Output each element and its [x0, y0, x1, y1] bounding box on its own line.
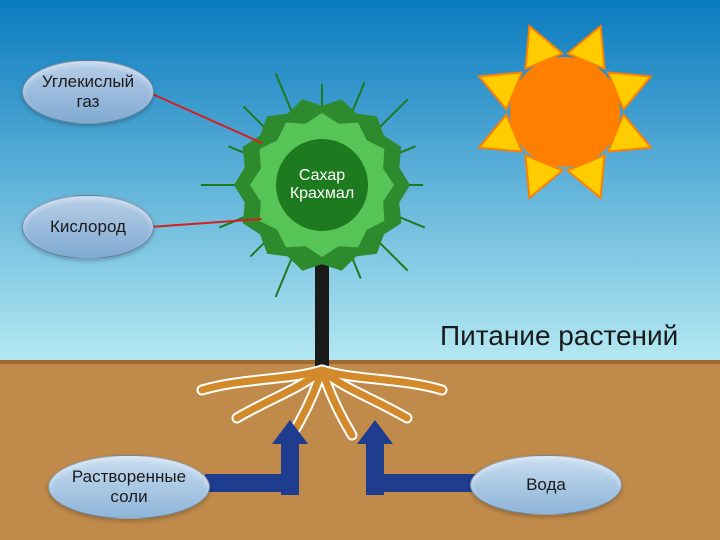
- crown-label: Сахар Крахмал: [277, 167, 367, 204]
- arrow-right-head-icon: [357, 420, 393, 444]
- label-co2: Углекислыйгаз: [22, 60, 154, 124]
- crown-label-line1: Сахар: [299, 167, 345, 184]
- label-o2-text: Кислород: [50, 217, 126, 237]
- crown-label-line2: Крахмал: [290, 185, 354, 202]
- arrow-left-stem: [281, 440, 299, 495]
- arrow-left-head-icon: [272, 420, 308, 444]
- label-salts-text: Растворенныесоли: [72, 467, 186, 506]
- diagram-title-text: Питание растений: [440, 320, 678, 351]
- diagram-title: Питание растений: [440, 320, 678, 352]
- label-o2: Кислород: [22, 195, 154, 259]
- label-water-text: Вода: [526, 475, 566, 495]
- label-co2-text: Углекислыйгаз: [42, 72, 134, 111]
- arrow-right-stem: [366, 440, 384, 495]
- label-water: Вода: [470, 455, 622, 515]
- label-salts: Растворенныесоли: [48, 455, 210, 519]
